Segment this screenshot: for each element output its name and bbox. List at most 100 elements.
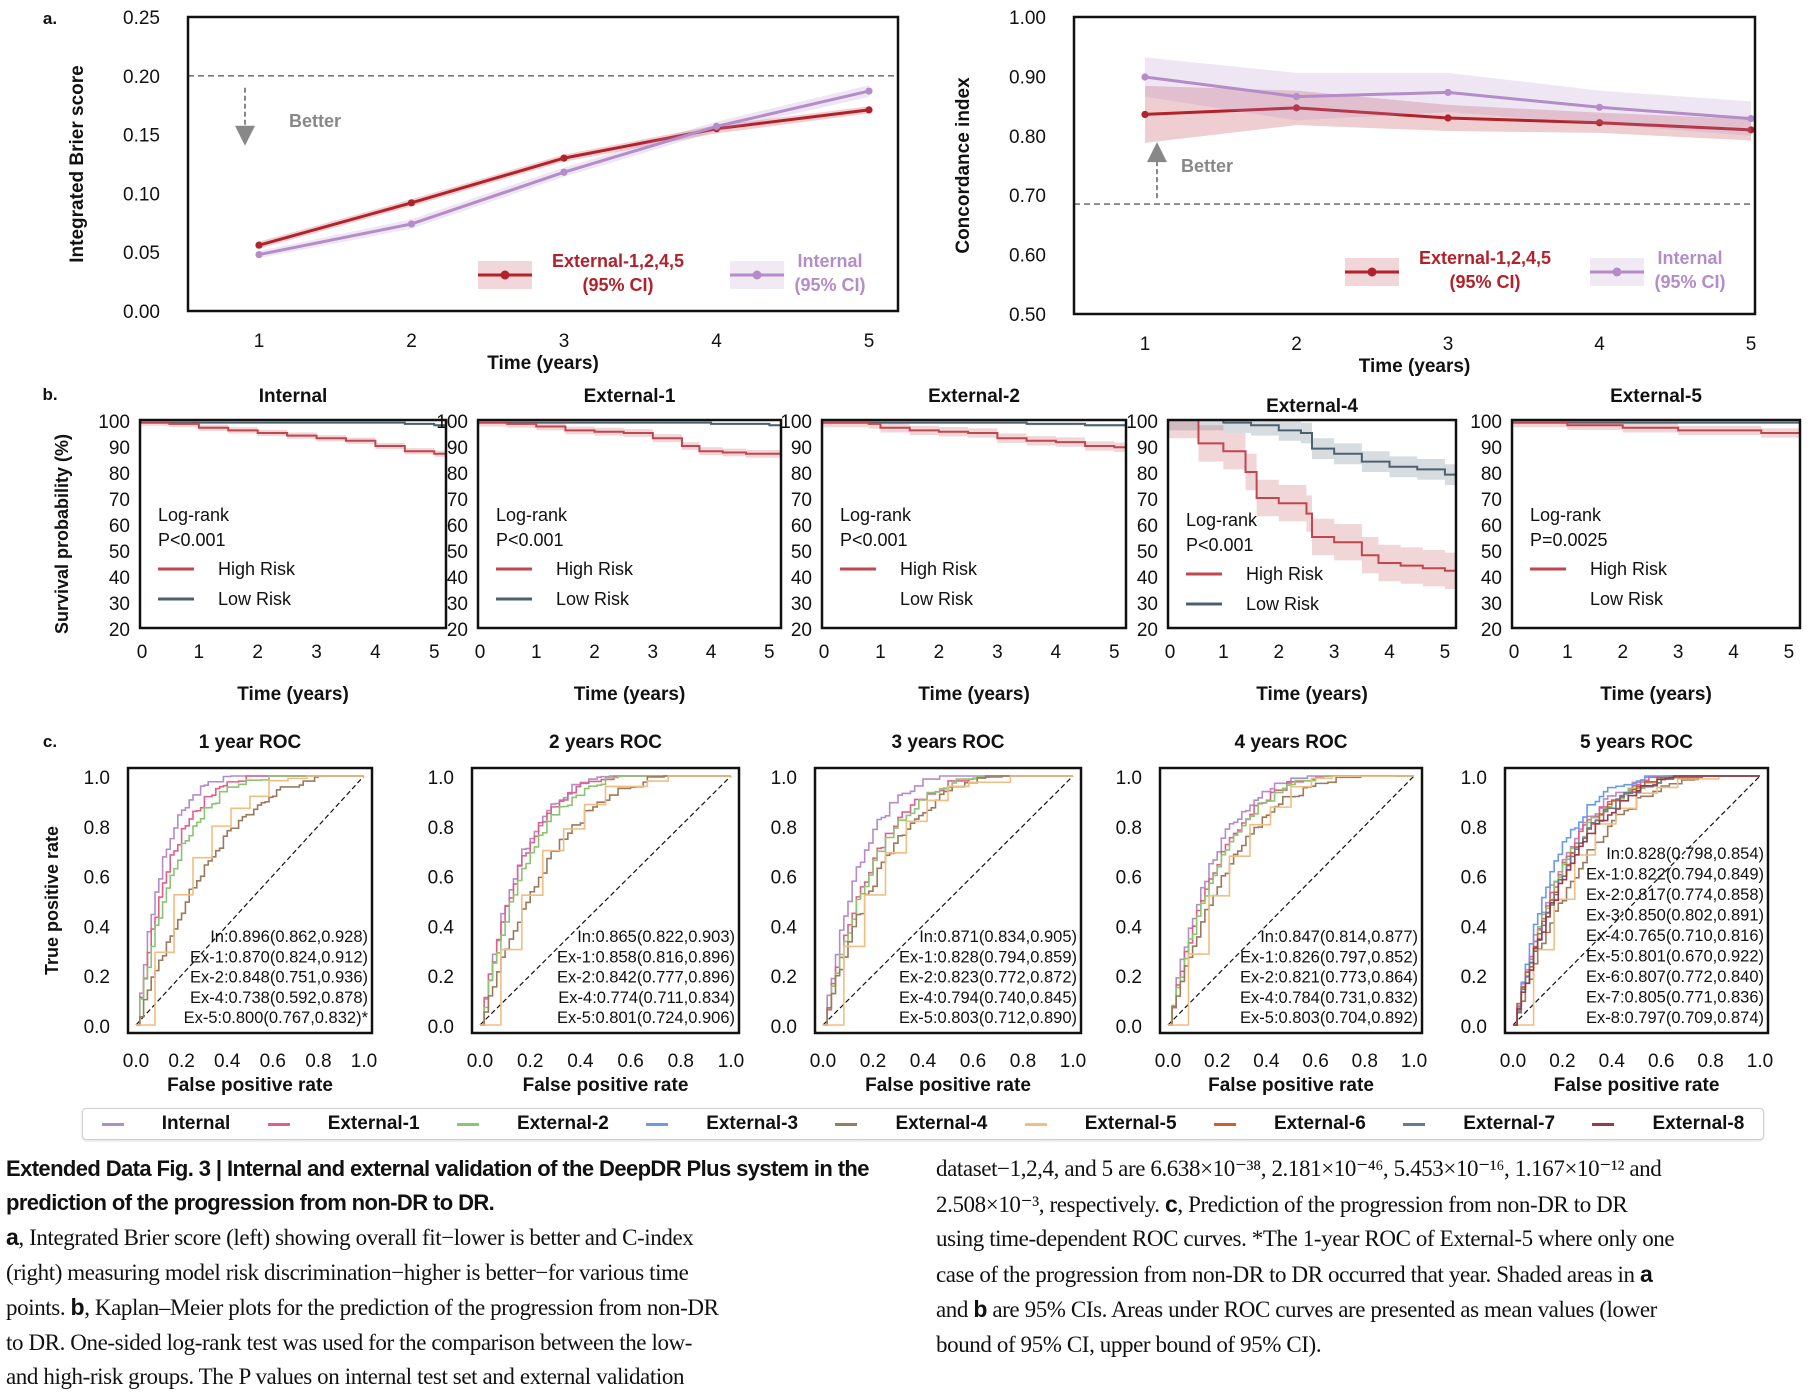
- x-tick-label: 2: [1273, 642, 1284, 663]
- log-rank-label: Log-rank: [496, 505, 568, 525]
- p-value: P=0.0025: [1530, 530, 1608, 550]
- roc-curve-external-5: [136, 775, 364, 1026]
- x-tick-label: 0.4: [567, 1051, 594, 1072]
- axes-frame: [813, 766, 1083, 1035]
- caption-line: points. b, Kaplan–Meier plots for the pr…: [6, 1294, 719, 1320]
- auc-label: Ex-2:0.823(0.772,0.872): [899, 969, 1077, 987]
- x-tick-label: 2: [252, 642, 263, 663]
- x-tick-label: 0.8: [668, 1051, 694, 1072]
- x-tick-label: 0.8: [1352, 1051, 1378, 1072]
- x-tick-label: 2: [934, 642, 945, 663]
- chart-cindex: 0.50 0.60 0.70 0.80 0.90 1.00 1 2 3 4 5 Time (years…: [953, 8, 1756, 377]
- y-tick-label: 60: [447, 516, 468, 537]
- roc-curve-external-4: [823, 775, 1073, 1026]
- legend-swatch: [1592, 1122, 1615, 1126]
- survival-curve-low: [1168, 419, 1457, 478]
- y-tick-label: 0.0: [428, 1017, 454, 1038]
- y-tick-label: 80: [1137, 464, 1158, 485]
- data-point: [255, 250, 263, 259]
- auc-label: Ex-6:0.807(0.772,0.840): [1586, 968, 1764, 986]
- survival-curve-high: [1168, 419, 1456, 572]
- y-tick-label: 0.60: [1009, 246, 1046, 267]
- roc-curve-external-8: [1513, 775, 1760, 1026]
- y-tick-label: 90: [109, 438, 130, 459]
- x-axis-label: Time (years): [1359, 356, 1471, 377]
- roc-title: 1 year ROC: [199, 732, 302, 753]
- y-tick-label: 0.6: [428, 868, 454, 889]
- y-tick-label: 1.00: [1009, 8, 1046, 29]
- legend-label-low: Low Risk: [556, 589, 630, 609]
- y-tick-label: 40: [1137, 568, 1158, 589]
- x-axis-label: Time (years): [237, 684, 349, 705]
- x-tick-label: 5: [1109, 642, 1120, 663]
- x-tick-label: 0.0: [1155, 1051, 1181, 1072]
- x-axis-label: False positive rate: [1554, 1075, 1720, 1096]
- y-tick-label: 60: [791, 516, 812, 537]
- y-tick-label: 70: [109, 490, 130, 511]
- y-tick-label: 0.0: [1116, 1017, 1142, 1038]
- log-rank-label: Log-rank: [1530, 505, 1602, 525]
- auc-label: Ex-4:0.794(0.740,0.845): [899, 989, 1077, 1007]
- y-tick-label: 0.2: [428, 967, 454, 988]
- roc-curve-external-5: [1513, 775, 1760, 1026]
- axes-frame: [126, 766, 374, 1035]
- km-title: External-4: [1266, 396, 1358, 417]
- legend-swatch: [835, 1122, 858, 1126]
- data-point: [712, 122, 721, 130]
- km-title: External-2: [928, 386, 1020, 407]
- y-tick-label: 1.0: [84, 768, 110, 789]
- y-tick-label: 1.0: [428, 768, 454, 789]
- x-tick-label: 1: [875, 642, 886, 663]
- data-point: [1747, 114, 1755, 123]
- legend-label-ci: (95% CI): [794, 275, 865, 295]
- km-panel-external-2: External-2 20 30 40 50 60 70 80 90 100 0 1 2 3 4 5 Time …: [780, 386, 1128, 705]
- y-tick-label: 1.0: [1461, 768, 1487, 789]
- x-tick-label: 0.8: [1697, 1051, 1723, 1072]
- better-annotation: Better: [289, 111, 341, 131]
- roc-curve-external-5: [480, 775, 731, 1026]
- roc-curve-external-5: [1168, 775, 1414, 1026]
- legend-label-high: High Risk: [1246, 564, 1324, 584]
- legend-swatch: [267, 1122, 290, 1126]
- p-value: P<0.001: [840, 530, 908, 550]
- legend-swatch: [456, 1122, 479, 1126]
- x-tick-label: 0.4: [1253, 1051, 1280, 1072]
- y-tick-label: 100: [780, 412, 812, 433]
- x-tick-label: 0.6: [1302, 1051, 1328, 1072]
- x-tick-label: 0: [475, 642, 486, 663]
- roc-legend: Internal External-1 External-2 External-3 Ex…: [82, 1108, 1764, 1140]
- x-tick-label: 5: [1746, 334, 1757, 355]
- x-tick-label: 0.0: [1500, 1051, 1526, 1072]
- x-tick-label: 3: [1329, 642, 1340, 663]
- auc-label: Ex-1:0.870(0.824,0.912): [190, 948, 368, 966]
- km-panel-internal: Internal 20 30 40 50 60 70 80 90 100 0 1 2 3 4 5 Time (y…: [98, 386, 448, 705]
- y-tick-label: 0.8: [1116, 818, 1142, 839]
- caption-left: Extended Data Fig. 3 | Internal and exte…: [6, 1152, 886, 1395]
- roc-panel-4: 4 years ROC 0.0 0.2 0.4 0.6 0.8 1.0 0.0 0.2 0.4 0.…: [1116, 732, 1428, 1096]
- legend-label-low: Low Risk: [1246, 594, 1320, 614]
- x-tick-label: 3: [1673, 642, 1684, 663]
- x-tick-label: 3: [648, 642, 659, 663]
- x-tick-label: 0.0: [467, 1051, 493, 1072]
- data-point: [1141, 73, 1149, 81]
- legend-item: External-3: [646, 1113, 798, 1135]
- legend-marker: [1367, 267, 1377, 277]
- chance-diagonal: [822, 775, 1074, 1026]
- y-tick-label: 20: [791, 620, 812, 641]
- y-tick-label: 0.0: [84, 1017, 110, 1038]
- x-tick-label: 3: [559, 331, 570, 352]
- y-tick-label: 60: [1137, 516, 1158, 537]
- roc-curve-external-4: [1168, 775, 1414, 1026]
- x-tick-label: 1.0: [1401, 1051, 1427, 1072]
- x-tick-label: 4: [1051, 642, 1062, 663]
- x-tick-label: 1: [194, 642, 205, 663]
- y-tick-label: 50: [1137, 542, 1158, 563]
- p-value: P<0.001: [1186, 535, 1254, 555]
- log-rank-label: Log-rank: [158, 505, 230, 525]
- ci-band-low: [1168, 420, 1456, 488]
- y-tick-label: 30: [1481, 594, 1502, 615]
- data-point: [1444, 88, 1452, 97]
- series-internal: Internal (95% CI): [1141, 57, 1755, 292]
- survival-curve-high: [140, 421, 447, 456]
- axes-frame: [186, 15, 900, 313]
